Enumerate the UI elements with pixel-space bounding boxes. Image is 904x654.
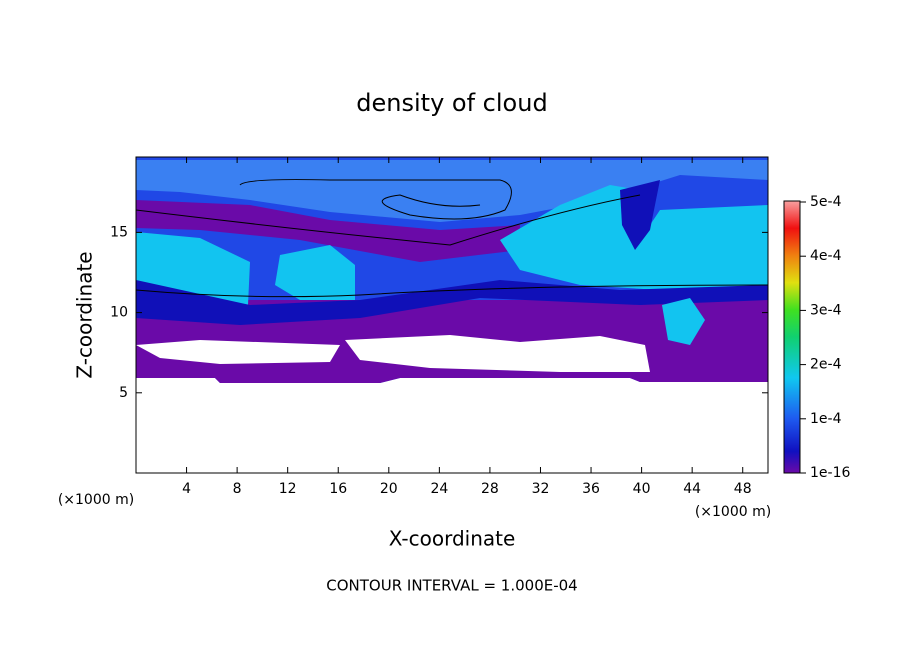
x-tick-label: 16 [329, 481, 347, 497]
x-tick-label: 32 [532, 481, 550, 497]
colorbar [783, 200, 801, 474]
y-tick-label: 5 [119, 385, 128, 401]
plot-frame [135, 156, 769, 474]
x-tick-label: 20 [380, 481, 398, 497]
colorbar-tick-label: 2e-4 [810, 357, 842, 373]
annotation: CONTOUR INTERVAL = 1.000E-04 [326, 577, 577, 595]
x-tick-label: 40 [633, 481, 651, 497]
x-axis-label: X-coordinate [389, 527, 516, 551]
y-axis-label: Z-coordinate [73, 251, 97, 378]
colorbar-tick-label: 1e-16 [810, 465, 850, 481]
y-tick-label: 10 [110, 305, 128, 321]
colorbar-tick-label: 1e-4 [810, 411, 842, 427]
chart-title: density of cloud [356, 89, 547, 117]
x-tick-label: 8 [233, 481, 242, 497]
y-tick-label: 15 [110, 224, 128, 240]
x-tick-label: 12 [279, 481, 297, 497]
x-tick-label: 4 [182, 481, 191, 497]
x-tick-label: 48 [734, 481, 752, 497]
x-unit: (×1000 m) [695, 504, 771, 520]
colorbar-tick-label: 4e-4 [810, 248, 842, 264]
x-tick-label: 24 [430, 481, 448, 497]
colorbar-tick-label: 3e-4 [810, 302, 842, 318]
x-tick-label: 44 [683, 481, 701, 497]
contour-field [136, 157, 768, 383]
y-unit: (×1000 m) [58, 492, 134, 508]
x-tick-label: 36 [582, 481, 600, 497]
x-tick-label: 28 [481, 481, 499, 497]
colorbar-tick-label: 5e-4 [810, 194, 842, 210]
